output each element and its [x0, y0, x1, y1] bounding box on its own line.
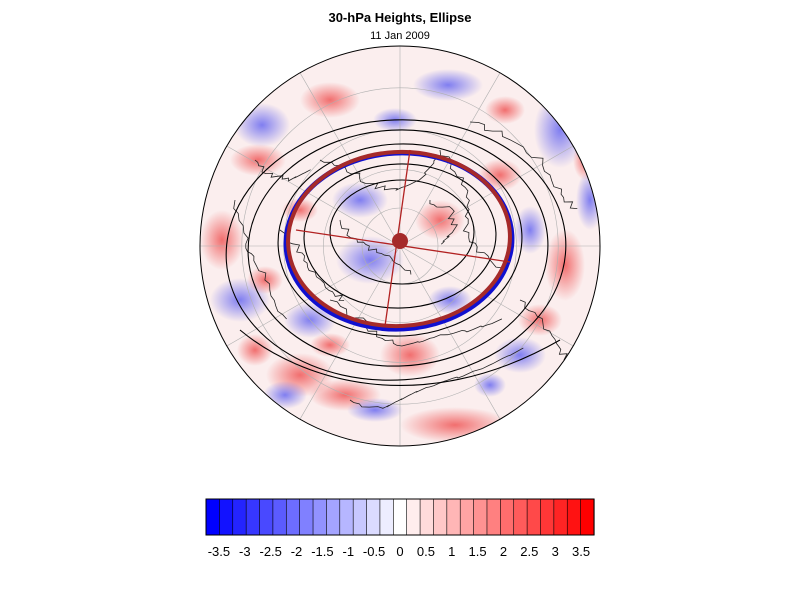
negative-anomaly	[332, 182, 388, 218]
colorbar-box	[473, 498, 488, 536]
meridian	[299, 72, 401, 247]
meridian	[226, 145, 401, 247]
colorbar-box	[419, 498, 435, 536]
colorbar-tick-label: 1.5	[469, 544, 487, 559]
chart-date: 11 Jan 2009	[370, 30, 430, 42]
negative-anomaly	[494, 337, 546, 373]
colorbar-labels: -3.5 -3 -2.5 -2 -1.5 -1 -0.5 0 0.5 1 1.5 2 2.5 3 3.5	[208, 544, 590, 559]
negative-anomaly	[336, 236, 404, 284]
colorbar-box	[205, 498, 220, 536]
colorbar-box	[219, 498, 234, 536]
colorbar-box	[285, 498, 301, 536]
meridian	[399, 245, 501, 420]
height-contour	[303, 163, 497, 309]
colorbar-boxes	[205, 498, 595, 536]
colorbar-box	[486, 498, 501, 536]
colorbar-box	[379, 498, 394, 536]
coastlines	[233, 121, 578, 409]
colorbar-box	[580, 498, 595, 536]
colorbar-tick-label: -2	[291, 544, 303, 559]
colorbar-box	[526, 498, 542, 536]
colorbar-tick-label: 3	[552, 544, 559, 559]
colorbar-box	[232, 498, 247, 536]
colorbar-box	[406, 498, 421, 536]
globe-boundary	[199, 45, 601, 447]
height-contour	[225, 119, 567, 381]
colorbar-tick-label: -1.5	[311, 544, 333, 559]
colorbar-box	[566, 498, 582, 536]
negative-anomaly	[474, 373, 506, 397]
colorbar-tick-label: -0.5	[363, 544, 385, 559]
meridian	[299, 245, 401, 420]
height-contours	[225, 119, 567, 386]
positive-anomaly	[230, 144, 286, 176]
colorbar-box	[299, 498, 314, 536]
coastline	[254, 159, 311, 182]
colorbar-frame	[205, 498, 595, 536]
height-contour	[329, 179, 475, 285]
coastline	[233, 199, 287, 320]
colorbar-box	[393, 498, 408, 536]
colorbar-box	[326, 498, 341, 536]
colorbar-box	[259, 498, 274, 536]
colorbar-tick-label: -1	[343, 544, 355, 559]
colorbar-box	[540, 498, 555, 536]
polar-map	[199, 45, 601, 447]
coastline	[329, 299, 503, 347]
colorbar-box	[553, 498, 568, 536]
colorbar-box	[272, 498, 287, 536]
colorbar-tick-label: 0	[396, 544, 403, 559]
coastline	[319, 155, 440, 191]
height-contour	[277, 143, 523, 337]
vortex-ellipse	[283, 149, 515, 332]
vortex-center	[392, 233, 408, 249]
coastline	[469, 121, 578, 209]
colorbar-box	[312, 498, 328, 536]
chart-title: 30-hPa Heights, Ellipse	[328, 10, 472, 25]
colorbar-tick-label: 3.5	[572, 544, 590, 559]
colorbar-tick-label: 2.5	[520, 544, 538, 559]
lat-lon-grid	[200, 46, 600, 446]
meridian	[399, 145, 574, 247]
positive-anomaly	[485, 96, 525, 124]
colorbar-box	[352, 498, 368, 536]
coastline	[349, 347, 524, 409]
colorbar-box	[245, 498, 261, 536]
positive-anomaly	[300, 82, 360, 118]
colorbar-tick-label: -3.5	[208, 544, 230, 559]
negative-anomaly	[413, 69, 483, 101]
positive-anomaly	[237, 334, 273, 366]
colorbar-tick-label: 0.5	[417, 544, 435, 559]
coastline	[339, 219, 412, 275]
fitted-ellipse	[286, 149, 512, 329]
colorbar-box	[513, 498, 528, 536]
coastline	[429, 199, 459, 245]
height-contour	[247, 129, 549, 367]
colorbar-box	[433, 498, 448, 536]
negative-anomaly	[428, 286, 472, 314]
colorbar-tick-label: 1	[448, 544, 455, 559]
colorbar-box	[446, 498, 461, 536]
colorbar-box	[500, 498, 515, 536]
colorbar-box	[459, 498, 475, 536]
height-contour	[239, 329, 561, 386]
positive-anomaly	[545, 229, 585, 301]
coastline	[439, 149, 504, 269]
colorbar-tick-label: 2	[500, 544, 507, 559]
colorbar-box	[339, 498, 354, 536]
colorbar-tick-label: -3	[239, 544, 251, 559]
colorbar-box	[366, 498, 381, 536]
colorbar-tick-label: -2.5	[259, 544, 281, 559]
positive-anomaly	[200, 210, 244, 270]
coastline	[519, 299, 568, 362]
coastline	[279, 229, 345, 301]
